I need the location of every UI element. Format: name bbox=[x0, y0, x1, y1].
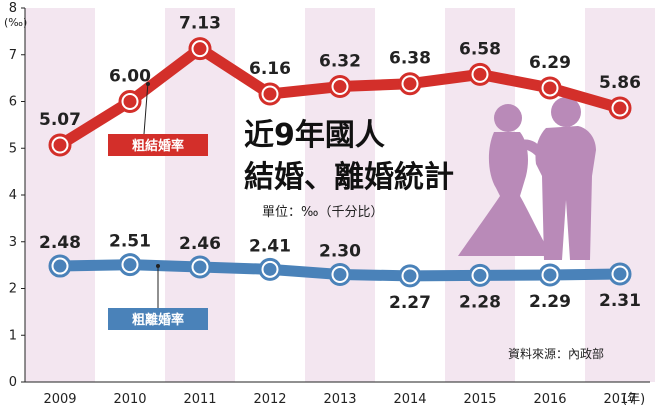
data-label: 6.16 bbox=[249, 59, 291, 79]
data-labels: 5.07 6.00 7.13 6.16 6.32 6.38 6.58 6.29 5.86 2.48… bbox=[39, 14, 641, 313]
legend-marriage: 粗結婚率 bbox=[108, 81, 208, 156]
point bbox=[53, 138, 67, 152]
legend-divorce: 粗離婚率 bbox=[108, 264, 208, 330]
point bbox=[193, 42, 207, 56]
point bbox=[123, 258, 137, 272]
y-tick-label: 6 bbox=[9, 95, 17, 110]
data-label: 2.28 bbox=[459, 292, 501, 312]
bg-stripe bbox=[585, 8, 655, 382]
point bbox=[53, 259, 67, 273]
y-tick-label: 1 bbox=[9, 328, 17, 343]
point bbox=[473, 67, 487, 81]
point bbox=[193, 260, 207, 274]
x-tick-label: 2015 bbox=[463, 392, 496, 405]
data-label: 2.51 bbox=[109, 232, 151, 252]
chart-title-line1: 近9年國人 bbox=[244, 118, 385, 153]
x-tick-label: 2017 bbox=[603, 392, 636, 405]
x-tick-label: 2010 bbox=[113, 392, 146, 405]
point bbox=[403, 269, 417, 283]
series-lines bbox=[48, 37, 632, 288]
data-label: 2.41 bbox=[249, 236, 291, 256]
point bbox=[403, 77, 417, 91]
data-label: 6.58 bbox=[459, 39, 501, 59]
point bbox=[123, 95, 137, 108]
point bbox=[543, 268, 557, 282]
x-tick-label: 2011 bbox=[183, 392, 216, 405]
legend-divorce-label: 粗離婚率 bbox=[132, 312, 184, 328]
source-note: 資料來源：內政部 bbox=[508, 346, 604, 361]
x-tick-label: 2013 bbox=[323, 392, 356, 405]
data-label: 6.29 bbox=[529, 53, 571, 73]
point bbox=[613, 267, 627, 281]
y-tick-label: 7 bbox=[9, 48, 17, 63]
wedding-couple-illustration bbox=[458, 97, 596, 260]
legend-marriage-label: 粗結婚率 bbox=[132, 138, 184, 154]
point bbox=[543, 81, 557, 95]
y-tick-label: 0 bbox=[9, 375, 17, 390]
y-axis: 0 1 2 3 4 5 6 7 8 bbox=[9, 1, 650, 390]
x-unit-label: (年) bbox=[622, 392, 645, 405]
unit-note: 單位：‰（千分比） bbox=[262, 205, 383, 220]
data-label: 6.38 bbox=[389, 49, 431, 69]
y-tick-label: 3 bbox=[9, 235, 17, 250]
y-tick-label: 4 bbox=[9, 188, 17, 203]
x-tick-label: 2012 bbox=[253, 392, 286, 405]
point bbox=[263, 87, 277, 101]
point bbox=[263, 262, 277, 276]
point bbox=[333, 267, 347, 281]
x-tick-label: 2016 bbox=[533, 392, 566, 405]
data-label: 7.13 bbox=[179, 14, 221, 34]
y-tick-label: 5 bbox=[9, 141, 17, 156]
data-label: 2.30 bbox=[319, 241, 361, 261]
data-label: 2.27 bbox=[389, 293, 431, 313]
point bbox=[333, 80, 347, 94]
data-label: 6.00 bbox=[109, 67, 151, 87]
chart-title-line2: 結婚、離婚統計 bbox=[244, 160, 454, 195]
x-tick-label: 2014 bbox=[393, 392, 426, 405]
y-tick-label: 8 bbox=[9, 1, 17, 16]
data-label: 5.86 bbox=[599, 73, 641, 93]
data-label: 5.07 bbox=[39, 110, 81, 130]
bg-stripe bbox=[305, 8, 375, 382]
x-tick-label: 2009 bbox=[43, 392, 76, 405]
y-tick-label: 2 bbox=[9, 282, 17, 297]
x-axis-ticks: 2009 2010 2011 2012 2013 2014 2015 2016 2017 bbox=[43, 392, 636, 407]
data-label: 2.31 bbox=[599, 291, 641, 311]
data-label: 2.29 bbox=[529, 292, 571, 312]
point bbox=[473, 268, 487, 282]
data-label: 2.46 bbox=[179, 234, 221, 254]
y-unit-label: (‰) bbox=[4, 16, 27, 29]
point bbox=[613, 101, 627, 115]
bg-stripe bbox=[25, 8, 95, 382]
data-label: 6.32 bbox=[319, 52, 361, 72]
data-label: 2.48 bbox=[39, 233, 81, 253]
